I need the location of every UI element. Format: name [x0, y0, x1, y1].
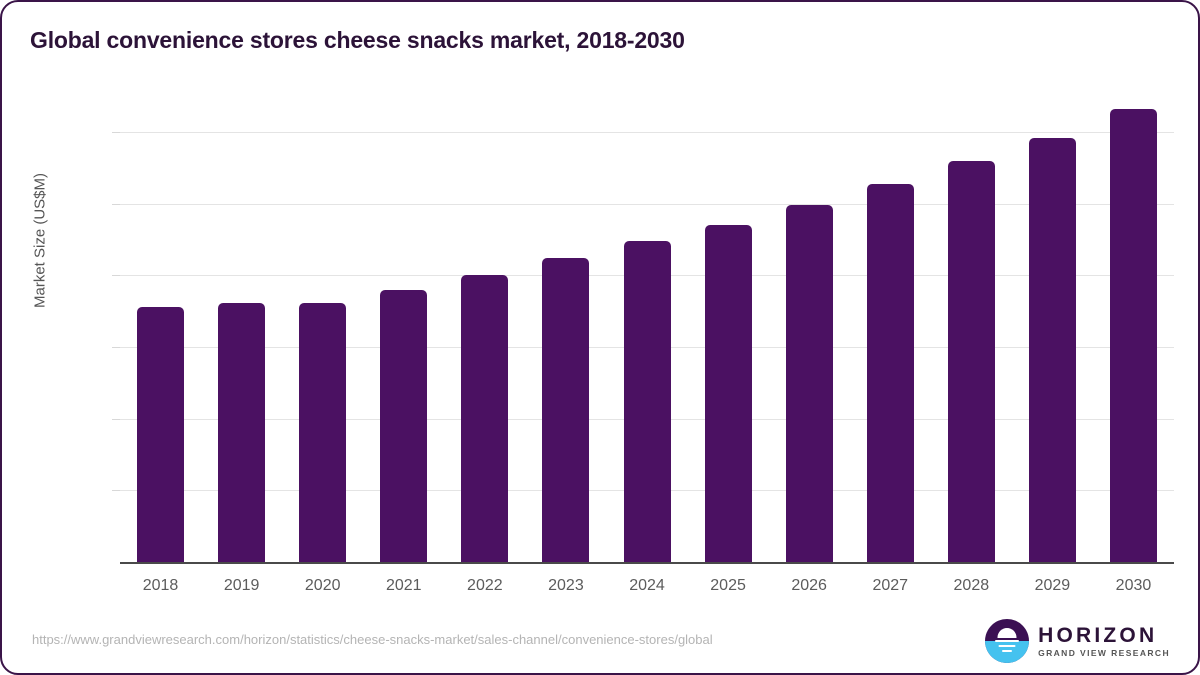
bar-2028[interactable] — [947, 160, 995, 562]
bar-2029[interactable] — [1028, 137, 1076, 562]
gridline — [120, 132, 1174, 133]
x-tick-label-2024: 2024 — [629, 577, 665, 594]
x-tick-label-2029: 2029 — [1034, 577, 1071, 594]
y-tick-mark — [112, 203, 120, 205]
bar-slot: 2029 — [1012, 132, 1093, 594]
horizon-sun-circle-icon — [985, 619, 1030, 663]
x-tick-label-2028: 2028 — [953, 577, 990, 594]
bar-2024[interactable] — [623, 240, 671, 562]
logo-sea-half — [985, 641, 1030, 663]
logo-ray-2 — [998, 645, 1016, 647]
bar-slot: 2027 — [850, 132, 931, 594]
x-tick-label-2030: 2030 — [1115, 577, 1152, 594]
logo-ray-1 — [995, 640, 1020, 642]
bar-slot: 2028 — [931, 132, 1012, 594]
gridline — [120, 203, 1174, 205]
x-tick-label-2021: 2021 — [385, 577, 422, 594]
y-tick-mark — [112, 132, 120, 133]
source-url[interactable]: https://www.grandviewresearch.com/horizo… — [32, 632, 713, 647]
x-axis-line — [120, 562, 1174, 564]
logo-text: HORIZON GRAND VIEW RESEARCH — [1038, 625, 1170, 658]
x-tick-label-2019: 2019 — [223, 577, 260, 594]
logo-sun-icon — [997, 628, 1017, 638]
bar-slot: 2026 — [769, 132, 850, 594]
logo-tagline: GRAND VIEW RESEARCH — [1038, 647, 1170, 658]
bar-slot: 2025 — [688, 132, 769, 594]
plot-area: 02.5k5k7.5k10k12.5k15k 20182019202020212… — [112, 109, 1174, 594]
page-title: Global convenience stores cheese snacks … — [30, 27, 685, 53]
x-tick-label-2022: 2022 — [467, 577, 503, 594]
bar-2030[interactable] — [1109, 109, 1157, 562]
bars-group: 2018 2019 2020 2021 2022 2023 2024 2025 2026 2027… — [120, 109, 1174, 594]
logo-ray-3 — [1002, 650, 1013, 652]
bar-2018[interactable] — [137, 306, 185, 562]
bar-2022[interactable] — [461, 275, 509, 562]
bar-2019[interactable] — [218, 302, 266, 562]
bar-slot: 2019 — [201, 132, 282, 594]
bar-slot: 2018 — [120, 132, 201, 594]
bar-2025[interactable] — [704, 225, 752, 562]
bar-2021[interactable] — [380, 289, 428, 562]
bar-slot: 2020 — [282, 132, 363, 594]
logo-name: HORIZON — [1038, 623, 1158, 647]
x-tick-label-2025: 2025 — [710, 577, 746, 594]
bar-slot: 2022 — [444, 132, 525, 594]
bar-slot: 2030 — [1093, 109, 1174, 594]
x-tick-label-2018: 2018 — [142, 577, 179, 594]
y-tick-mark — [112, 418, 120, 420]
bar-slot: 2024 — [606, 132, 687, 594]
y-tick-mark — [112, 275, 120, 277]
y-tick-mark — [112, 490, 120, 492]
x-tick-label-2026: 2026 — [791, 577, 827, 594]
x-tick-label-2020: 2020 — [304, 577, 341, 594]
y-tick-mark — [112, 347, 120, 348]
bar-slot: 2021 — [363, 132, 444, 594]
bar-2027[interactable] — [866, 183, 914, 562]
horizon-logo: HORIZON GRAND VIEW RESEARCH — [985, 619, 1170, 663]
bar-2023[interactable] — [542, 258, 590, 562]
x-tick-label-2027: 2027 — [872, 577, 909, 594]
bar-2020[interactable] — [299, 302, 347, 562]
bar-2026[interactable] — [785, 205, 833, 562]
bar-slot: 2023 — [525, 132, 606, 594]
x-tick-label-2023: 2023 — [548, 577, 584, 594]
y-axis-title: Market Size (US$M) — [31, 172, 49, 309]
